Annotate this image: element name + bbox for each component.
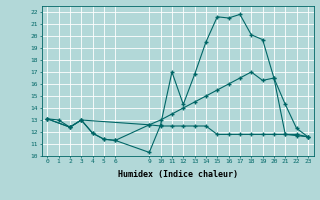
X-axis label: Humidex (Indice chaleur): Humidex (Indice chaleur) [118, 170, 237, 179]
